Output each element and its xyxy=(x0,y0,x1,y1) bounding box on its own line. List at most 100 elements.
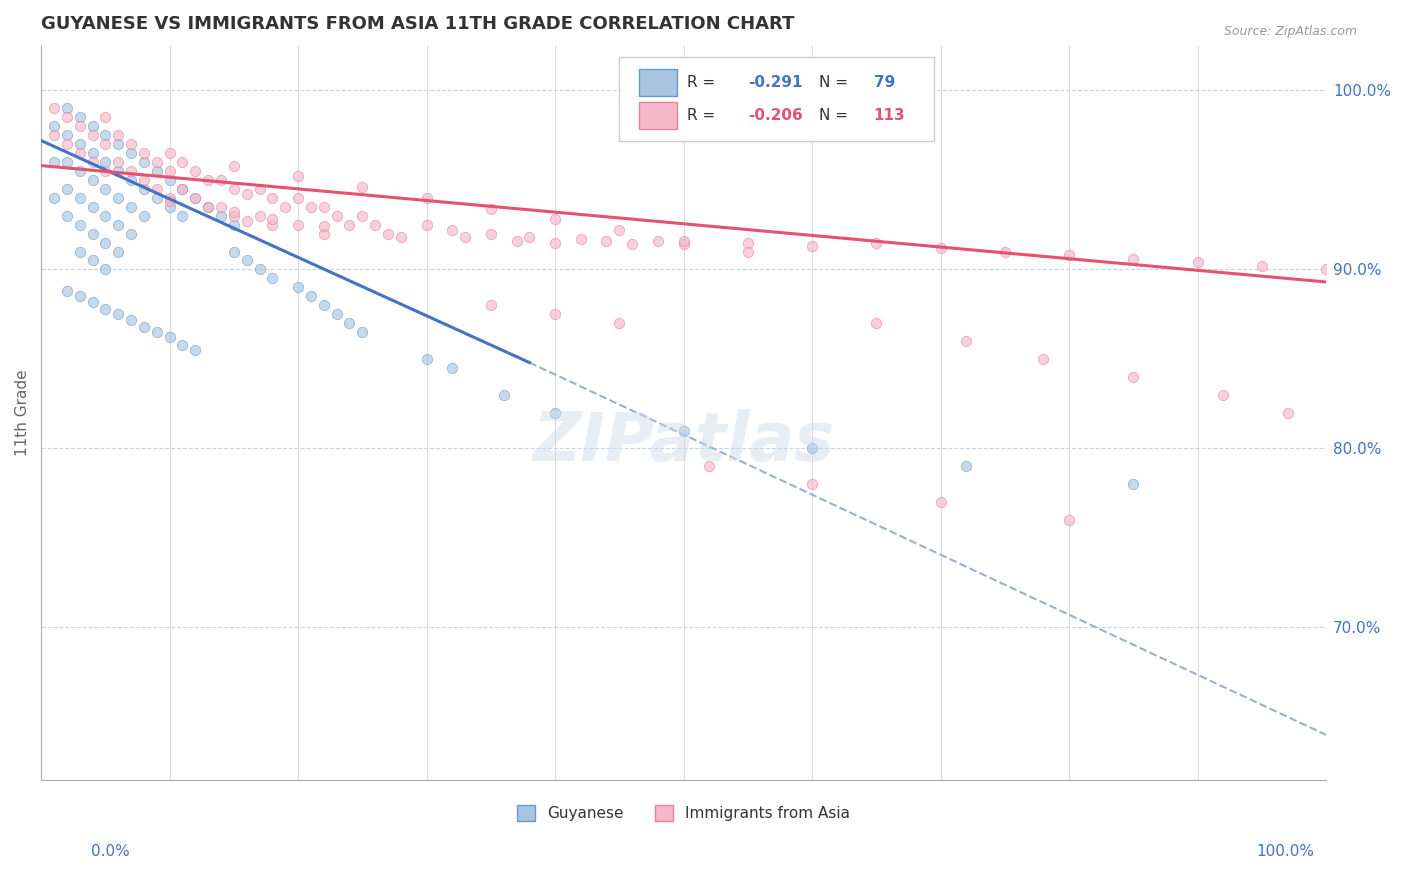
Point xyxy=(209,173,232,187)
Point xyxy=(107,191,129,205)
Point xyxy=(56,155,79,169)
Point xyxy=(505,234,527,248)
Point xyxy=(94,262,117,277)
Y-axis label: 11th Grade: 11th Grade xyxy=(15,369,30,456)
Point xyxy=(262,271,284,285)
Point xyxy=(94,164,117,178)
Point xyxy=(1212,388,1234,402)
Text: N =: N = xyxy=(818,108,852,123)
Point xyxy=(107,218,129,232)
Point xyxy=(479,202,502,216)
Point xyxy=(145,182,167,196)
Point xyxy=(120,200,142,214)
FancyBboxPatch shape xyxy=(619,57,934,141)
Point xyxy=(197,200,219,214)
Point xyxy=(325,307,347,321)
Point xyxy=(222,182,245,196)
Point xyxy=(262,212,284,227)
Point xyxy=(107,244,129,259)
Point xyxy=(544,212,567,227)
Point xyxy=(159,330,181,344)
Point xyxy=(69,164,91,178)
Point xyxy=(479,298,502,312)
Point xyxy=(287,169,309,184)
Point xyxy=(312,298,335,312)
Point xyxy=(865,316,887,330)
Point xyxy=(120,146,142,161)
Text: Source: ZipAtlas.com: Source: ZipAtlas.com xyxy=(1223,25,1357,38)
Point xyxy=(352,180,374,194)
Point xyxy=(235,187,257,202)
Point xyxy=(325,209,347,223)
Point xyxy=(801,442,824,456)
Point xyxy=(172,155,194,169)
Point xyxy=(94,137,117,152)
Point xyxy=(184,343,207,357)
Point xyxy=(801,477,824,491)
Point xyxy=(364,218,387,232)
Point xyxy=(1122,252,1144,266)
Point xyxy=(672,424,695,438)
Point xyxy=(82,155,104,169)
Point xyxy=(1122,477,1144,491)
Point xyxy=(82,294,104,309)
Point xyxy=(145,155,167,169)
Point xyxy=(222,218,245,232)
Point xyxy=(120,227,142,241)
Point xyxy=(132,146,155,161)
Point xyxy=(159,164,181,178)
Point xyxy=(56,209,79,223)
Point xyxy=(647,234,669,248)
Point xyxy=(339,218,361,232)
Point xyxy=(274,200,297,214)
Point xyxy=(737,244,759,259)
Text: -0.291: -0.291 xyxy=(748,75,803,90)
Point xyxy=(69,110,91,124)
Point xyxy=(929,495,952,509)
Point xyxy=(492,388,515,402)
Point xyxy=(1057,513,1080,527)
Point xyxy=(145,164,167,178)
Point xyxy=(184,191,207,205)
Point xyxy=(120,164,142,178)
Text: 0.0%: 0.0% xyxy=(91,845,131,859)
Point xyxy=(672,237,695,252)
Point xyxy=(107,128,129,143)
Text: 113: 113 xyxy=(873,108,905,123)
Point xyxy=(69,120,91,134)
Point xyxy=(82,253,104,268)
Point xyxy=(159,146,181,161)
Point xyxy=(69,218,91,232)
Point xyxy=(197,200,219,214)
Point xyxy=(415,218,437,232)
Point xyxy=(222,244,245,259)
Point xyxy=(56,182,79,196)
Point xyxy=(94,155,117,169)
Point xyxy=(82,227,104,241)
Point xyxy=(69,191,91,205)
Text: R =: R = xyxy=(688,75,720,90)
Point xyxy=(235,253,257,268)
Point xyxy=(415,191,437,205)
Point xyxy=(159,200,181,214)
Point xyxy=(94,235,117,250)
Point xyxy=(132,155,155,169)
Point xyxy=(441,360,464,375)
Point xyxy=(299,200,322,214)
Point xyxy=(352,209,374,223)
Point xyxy=(94,301,117,316)
Text: GUYANESE VS IMMIGRANTS FROM ASIA 11TH GRADE CORRELATION CHART: GUYANESE VS IMMIGRANTS FROM ASIA 11TH GR… xyxy=(41,15,794,33)
Point xyxy=(197,173,219,187)
Point xyxy=(69,244,91,259)
Point xyxy=(222,209,245,223)
Point xyxy=(801,239,824,253)
Point xyxy=(249,182,271,196)
Point xyxy=(159,191,181,205)
Point xyxy=(56,284,79,298)
Point xyxy=(42,191,65,205)
Point xyxy=(120,173,142,187)
Point xyxy=(94,110,117,124)
Point xyxy=(607,316,630,330)
Point xyxy=(107,137,129,152)
Point xyxy=(299,289,322,303)
